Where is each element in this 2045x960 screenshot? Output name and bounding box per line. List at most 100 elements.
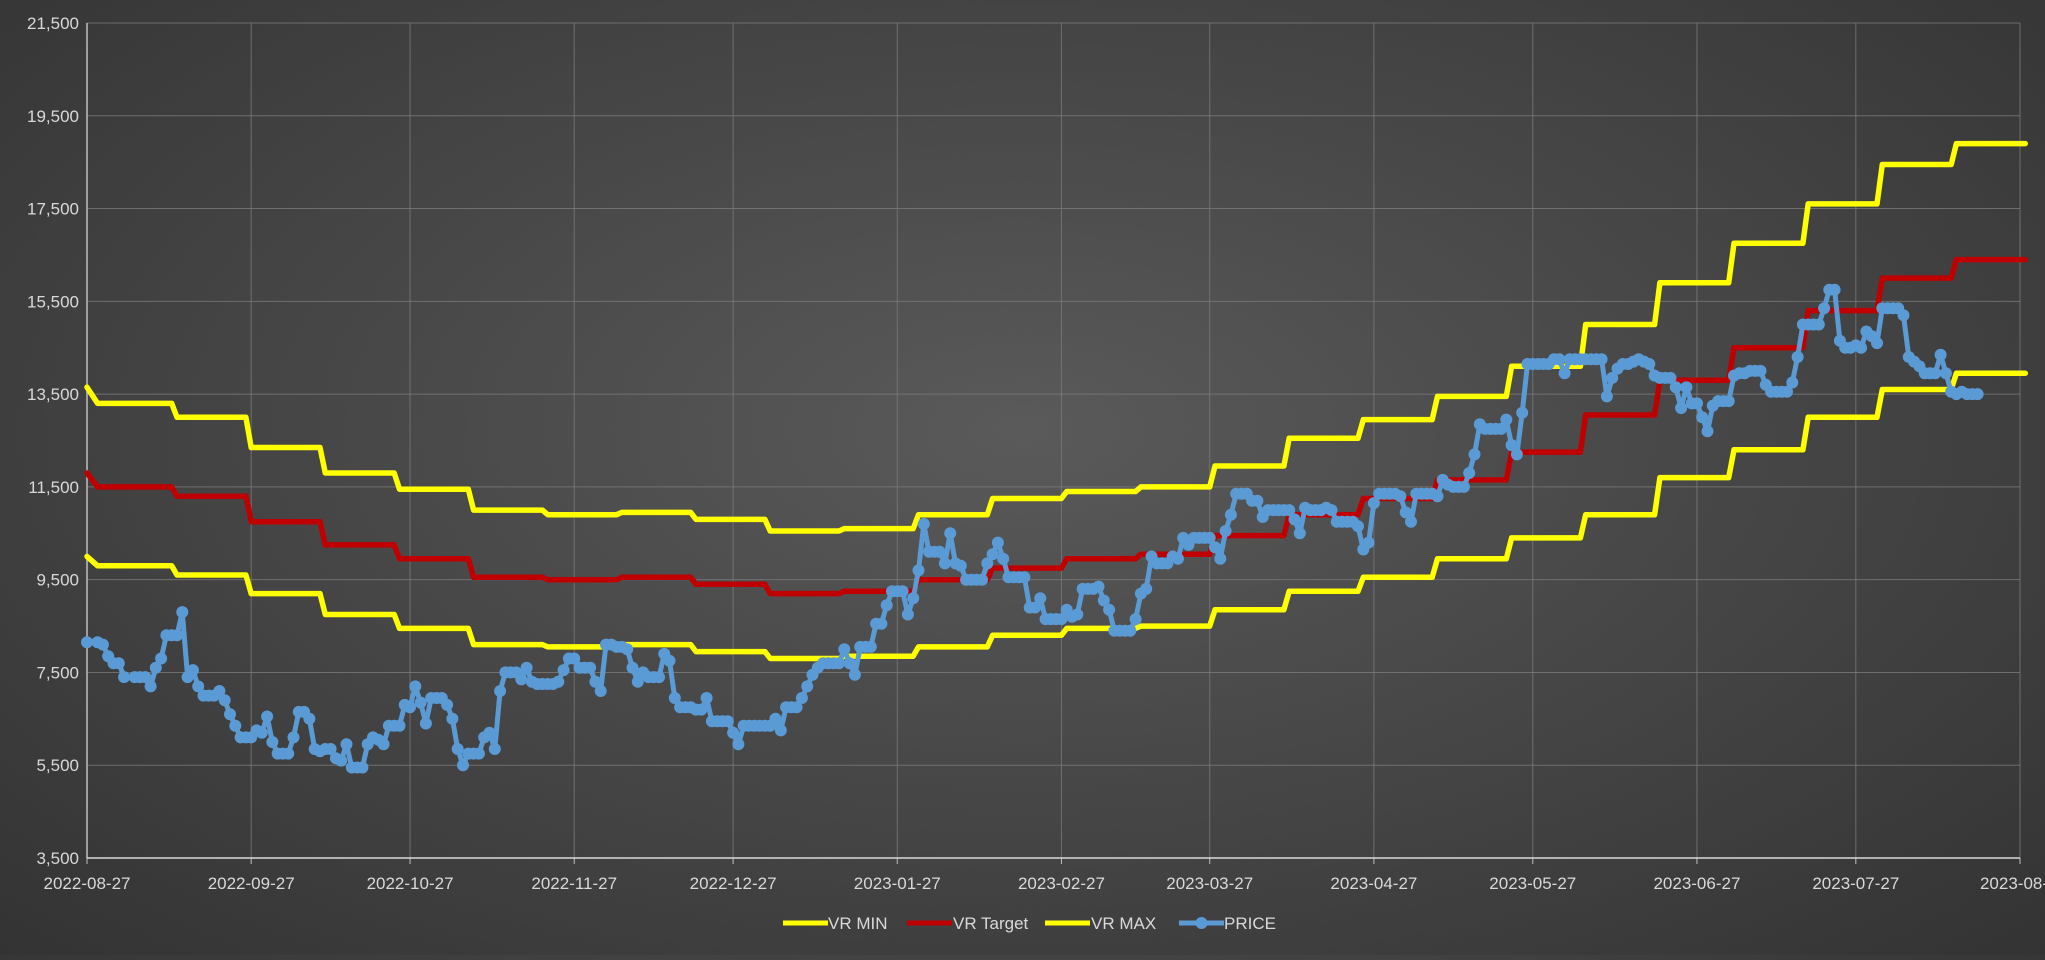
price-point [976, 573, 988, 586]
y-tick-label: 19,500 [27, 107, 79, 126]
series-line-price [84, 287, 1981, 770]
price-point [938, 557, 951, 570]
price-point [1495, 422, 1507, 435]
y-tick-label: 9,500 [36, 571, 79, 590]
price-point [1510, 448, 1523, 461]
y-tick-label: 13,500 [27, 385, 79, 404]
x-tick-label: 2023-06-27 [1653, 874, 1740, 893]
price-point [1394, 490, 1407, 503]
price-point [1855, 341, 1868, 354]
x-tick-label: 2022-08-27 [44, 874, 131, 893]
price-point [1362, 536, 1375, 549]
price-point [1097, 594, 1110, 607]
x-tick-label: 2022-10-27 [367, 874, 454, 893]
price-point [721, 715, 734, 728]
price-point [1431, 490, 1444, 503]
price-point [1680, 381, 1693, 394]
price-point [1675, 402, 1688, 414]
price-point [1505, 439, 1518, 452]
price-point [1251, 494, 1264, 507]
price-point [1124, 624, 1137, 637]
price-point [393, 719, 406, 732]
price-point [139, 671, 152, 684]
price-point [1701, 425, 1714, 438]
price-point [801, 680, 814, 693]
price-point [1500, 413, 1513, 426]
price-point [414, 696, 427, 709]
price-point [1367, 497, 1380, 510]
grid-lines [86, 22, 2021, 859]
x-tick-label: 2023-08- [1980, 874, 2045, 893]
series-lines [81, 140, 2029, 774]
price-point [1283, 504, 1296, 517]
price-point [1786, 376, 1799, 389]
x-tick-label: 2023-03-27 [1166, 874, 1253, 893]
price-point [668, 692, 681, 704]
price-point [1558, 367, 1571, 380]
price-point [377, 738, 390, 751]
price-point [1293, 527, 1306, 540]
price-point [457, 759, 469, 772]
price-point [695, 703, 708, 716]
price-point [335, 754, 348, 767]
price-point [896, 585, 909, 598]
x-tick-label: 2022-12-27 [690, 874, 777, 893]
price-point [774, 724, 787, 737]
price-point [1288, 513, 1301, 526]
price-point [303, 712, 316, 725]
price-point [324, 743, 337, 755]
price-point [1791, 351, 1804, 363]
axes: 3,500 5,500 7,500 9,500 11,500 13,500 15,500 17… [27, 14, 2045, 893]
y-tick-label: 17,500 [27, 200, 79, 219]
price-point [1664, 371, 1677, 384]
price-point [626, 661, 639, 674]
x-tick-label: 2023-07-27 [1812, 874, 1899, 893]
price-point [700, 692, 713, 704]
y-tick-label: 15,500 [27, 292, 79, 311]
x-tick-label: 2023-04-27 [1330, 874, 1417, 893]
price-point [981, 557, 994, 570]
price-point [255, 726, 268, 739]
price-point [1934, 348, 1947, 361]
price-point [1209, 541, 1221, 554]
price-point [1971, 388, 1984, 401]
series-line-vr-min [84, 370, 2029, 662]
price-point [1055, 613, 1068, 626]
price-point [901, 608, 914, 621]
price-point [176, 606, 189, 619]
price-point [229, 719, 242, 732]
legend-marker-price [1195, 917, 1208, 929]
price-point [727, 726, 740, 739]
legend-label-vr-max: VR MAX [1091, 914, 1156, 933]
series-line-vr-target [84, 256, 2029, 597]
price-point [1029, 601, 1041, 614]
price-point [833, 657, 845, 670]
price-point [568, 652, 581, 665]
price-point [1129, 613, 1142, 626]
price-point [1219, 525, 1232, 537]
y-tick-label: 5,500 [36, 756, 79, 775]
price-point [653, 671, 665, 684]
price-point [483, 726, 496, 739]
legend: VR MIN VR Target VR MAX PRICE [783, 914, 1276, 933]
price-point [144, 680, 157, 693]
price-point [631, 675, 644, 688]
price-point [1669, 381, 1682, 394]
price-point [261, 710, 274, 723]
price-point [494, 685, 507, 697]
legend-label-vr-target: VR Target [953, 914, 1029, 933]
y-tick-label: 11,500 [28, 478, 79, 497]
price-point [589, 675, 602, 688]
price-point [81, 636, 93, 649]
price-point [1696, 411, 1709, 424]
price-point [1722, 395, 1735, 408]
price-point [912, 564, 925, 577]
price-point [594, 685, 607, 697]
price-point [155, 652, 168, 665]
price-point [1405, 515, 1417, 528]
price-point [1828, 283, 1841, 296]
price-point [1325, 504, 1338, 517]
price-point [584, 661, 597, 674]
